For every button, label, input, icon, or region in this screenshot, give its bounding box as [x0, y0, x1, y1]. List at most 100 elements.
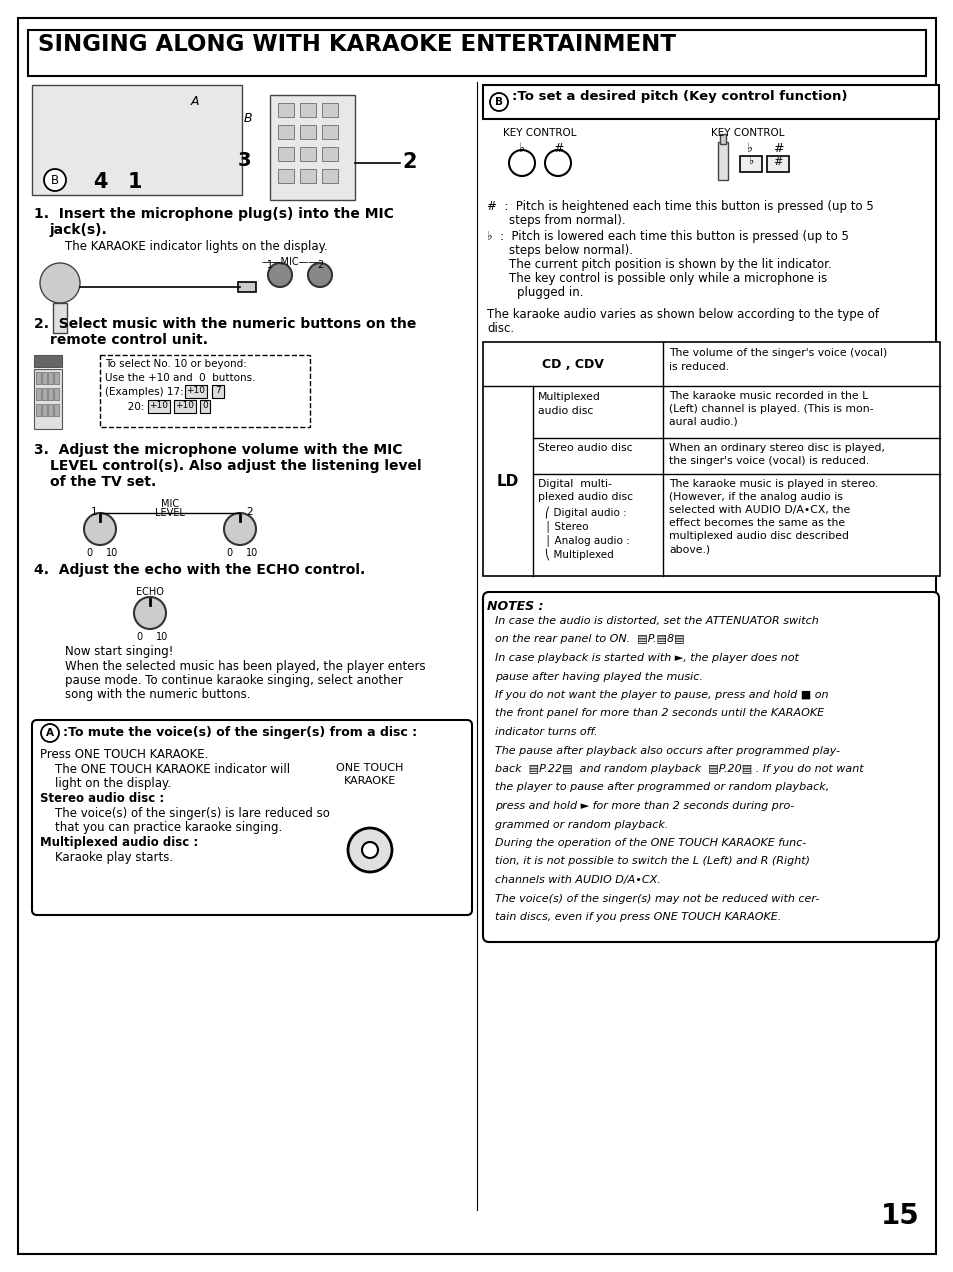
Text: 2.  Select music with the numeric buttons on the: 2. Select music with the numeric buttons…: [34, 317, 416, 331]
Text: :To set a desired pitch (Key control function): :To set a desired pitch (Key control fun…: [512, 90, 846, 103]
Bar: [148, 399, 170, 413]
Bar: [54, 371, 59, 384]
Bar: [173, 399, 195, 413]
Text: The karaoke audio varies as shown below according to the type of: The karaoke audio varies as shown below …: [486, 308, 878, 321]
Text: plexed audio disc: plexed audio disc: [537, 492, 633, 502]
Text: When the selected music has been played, the player enters: When the selected music has been played,…: [65, 660, 425, 673]
Bar: [53, 303, 67, 333]
Text: :To mute the voice(s) of the singer(s) from a disc :: :To mute the voice(s) of the singer(s) f…: [63, 726, 416, 739]
Bar: [718, 142, 727, 181]
Text: the singer's voice (vocal) is reduced.: the singer's voice (vocal) is reduced.: [668, 455, 868, 466]
Text: 3.  Adjust the microphone volume with the MIC: 3. Adjust the microphone volume with the…: [34, 443, 402, 457]
Text: ♭  :  Pitch is lowered each time this button is pressed (up to 5: ♭ : Pitch is lowered each time this butt…: [486, 230, 848, 243]
Text: 1.  Insert the microphone plug(s) into the MIC: 1. Insert the microphone plug(s) into th…: [34, 207, 394, 221]
Text: Multiplexed: Multiplexed: [537, 392, 600, 402]
Text: B: B: [495, 97, 502, 107]
Text: disc.: disc.: [486, 322, 514, 335]
Text: song with the numeric buttons.: song with the numeric buttons.: [65, 688, 251, 701]
Text: │ Analog audio :: │ Analog audio :: [544, 534, 629, 546]
Text: steps below normal).: steps below normal).: [509, 244, 633, 257]
Text: (Left) channel is played. (This is mon-: (Left) channel is played. (This is mon-: [668, 404, 873, 413]
Text: plugged in.: plugged in.: [517, 286, 583, 299]
Bar: [36, 371, 41, 384]
Bar: [34, 355, 62, 368]
Text: light on the display.: light on the display.: [55, 777, 171, 790]
Text: Multiplexed audio disc :: Multiplexed audio disc :: [40, 836, 198, 848]
Text: The pause after playback also occurs after programmed play-: The pause after playback also occurs aft…: [495, 745, 840, 756]
Text: NOTES :: NOTES :: [486, 600, 543, 613]
Bar: [200, 399, 210, 413]
Text: 20:: 20:: [105, 402, 144, 412]
Text: aural audio.): aural audio.): [668, 417, 737, 427]
Bar: [277, 169, 294, 183]
Bar: [482, 85, 938, 120]
Text: ♭: ♭: [747, 156, 753, 167]
Bar: [299, 148, 315, 162]
Bar: [270, 95, 355, 200]
Text: indicator turns off.: indicator turns off.: [495, 728, 597, 736]
Text: ⎝ Multiplexed: ⎝ Multiplexed: [544, 548, 613, 560]
Text: is reduced.: is reduced.: [668, 363, 728, 371]
Text: ♭: ♭: [746, 142, 752, 155]
Text: tion, it is not possible to switch the L (Left) and R (Right): tion, it is not possible to switch the L…: [495, 856, 809, 866]
Bar: [42, 404, 47, 416]
Text: 2: 2: [402, 151, 416, 172]
Text: The current pitch position is shown by the lit indicator.: The current pitch position is shown by t…: [509, 258, 831, 271]
Bar: [36, 388, 41, 399]
Text: If you do not want the player to pause, press and hold ■ on: If you do not want the player to pause, …: [495, 689, 827, 700]
Bar: [740, 156, 761, 172]
Bar: [299, 125, 315, 139]
Text: LEVEL control(s). Also adjust the listening level: LEVEL control(s). Also adjust the listen…: [50, 459, 421, 473]
Text: The key control is possible only while a microphone is: The key control is possible only while a…: [509, 272, 826, 285]
Text: The voice(s) of the singer(s) is lare reduced so: The voice(s) of the singer(s) is lare re…: [55, 806, 330, 820]
Text: 1: 1: [91, 508, 97, 516]
Text: KEY CONTROL: KEY CONTROL: [711, 128, 784, 137]
Text: 15: 15: [881, 1202, 919, 1230]
Text: ECHO: ECHO: [136, 586, 164, 597]
Text: #: #: [773, 156, 781, 167]
Text: LEVEL: LEVEL: [155, 508, 185, 518]
Text: Digital  multi-: Digital multi-: [537, 480, 611, 488]
Text: jack(s).: jack(s).: [50, 223, 108, 237]
Text: selected with AUDIO D/A•CX, the: selected with AUDIO D/A•CX, the: [668, 505, 849, 515]
Bar: [42, 388, 47, 399]
Bar: [322, 169, 337, 183]
Text: SINGING ALONG WITH KARAOKE ENTERTAINMENT: SINGING ALONG WITH KARAOKE ENTERTAINMENT: [38, 33, 676, 56]
Circle shape: [44, 169, 66, 191]
Text: grammed or random playback.: grammed or random playback.: [495, 819, 668, 829]
Text: ♭: ♭: [518, 142, 524, 155]
Text: KEY CONTROL: KEY CONTROL: [503, 128, 577, 137]
FancyBboxPatch shape: [32, 720, 472, 915]
Text: pause mode. To continue karaoke singing, select another: pause mode. To continue karaoke singing,…: [65, 674, 402, 687]
Text: (However, if the analog audio is: (However, if the analog audio is: [668, 492, 842, 502]
Bar: [48, 371, 53, 384]
Circle shape: [40, 263, 80, 303]
Text: 10: 10: [106, 548, 118, 558]
Text: B: B: [51, 173, 59, 187]
Text: pause after having played the music.: pause after having played the music.: [495, 672, 702, 682]
Text: Press ONE TOUCH KARAOKE.: Press ONE TOUCH KARAOKE.: [40, 748, 208, 761]
Text: 3: 3: [237, 150, 251, 169]
Text: remote control unit.: remote control unit.: [50, 333, 208, 347]
Bar: [299, 169, 315, 183]
Text: ⎛ Digital audio :: ⎛ Digital audio :: [544, 506, 626, 518]
Text: │ Stereo: │ Stereo: [544, 520, 588, 532]
Text: Stereo audio disc: Stereo audio disc: [537, 443, 632, 453]
Text: A: A: [191, 95, 199, 108]
Text: The ONE TOUCH KARAOKE indicator will: The ONE TOUCH KARAOKE indicator will: [55, 763, 290, 776]
Text: The volume of the singer's voice (vocal): The volume of the singer's voice (vocal): [668, 349, 886, 357]
Text: audio disc: audio disc: [537, 406, 593, 416]
Circle shape: [268, 263, 292, 287]
Text: The voice(s) of the singer(s) may not be reduced with cer-: The voice(s) of the singer(s) may not be…: [495, 893, 819, 903]
Text: 10: 10: [246, 548, 258, 558]
Text: (Examples) 17:: (Examples) 17:: [105, 387, 184, 397]
Text: ONE TOUCH: ONE TOUCH: [336, 763, 403, 773]
Circle shape: [84, 513, 116, 544]
Text: 4.  Adjust the echo with the ECHO control.: 4. Adjust the echo with the ECHO control…: [34, 563, 365, 577]
Text: tain discs, even if you press ONE TOUCH KARAOKE.: tain discs, even if you press ONE TOUCH …: [495, 912, 781, 922]
Text: The karaoke music is played in stereo.: The karaoke music is played in stereo.: [668, 480, 878, 488]
Text: +10: +10: [186, 385, 205, 396]
Circle shape: [490, 93, 507, 111]
Text: #  :  Pitch is heightened each time this button is pressed (up to 5: # : Pitch is heightened each time this b…: [486, 200, 873, 212]
Text: +10: +10: [175, 401, 194, 410]
